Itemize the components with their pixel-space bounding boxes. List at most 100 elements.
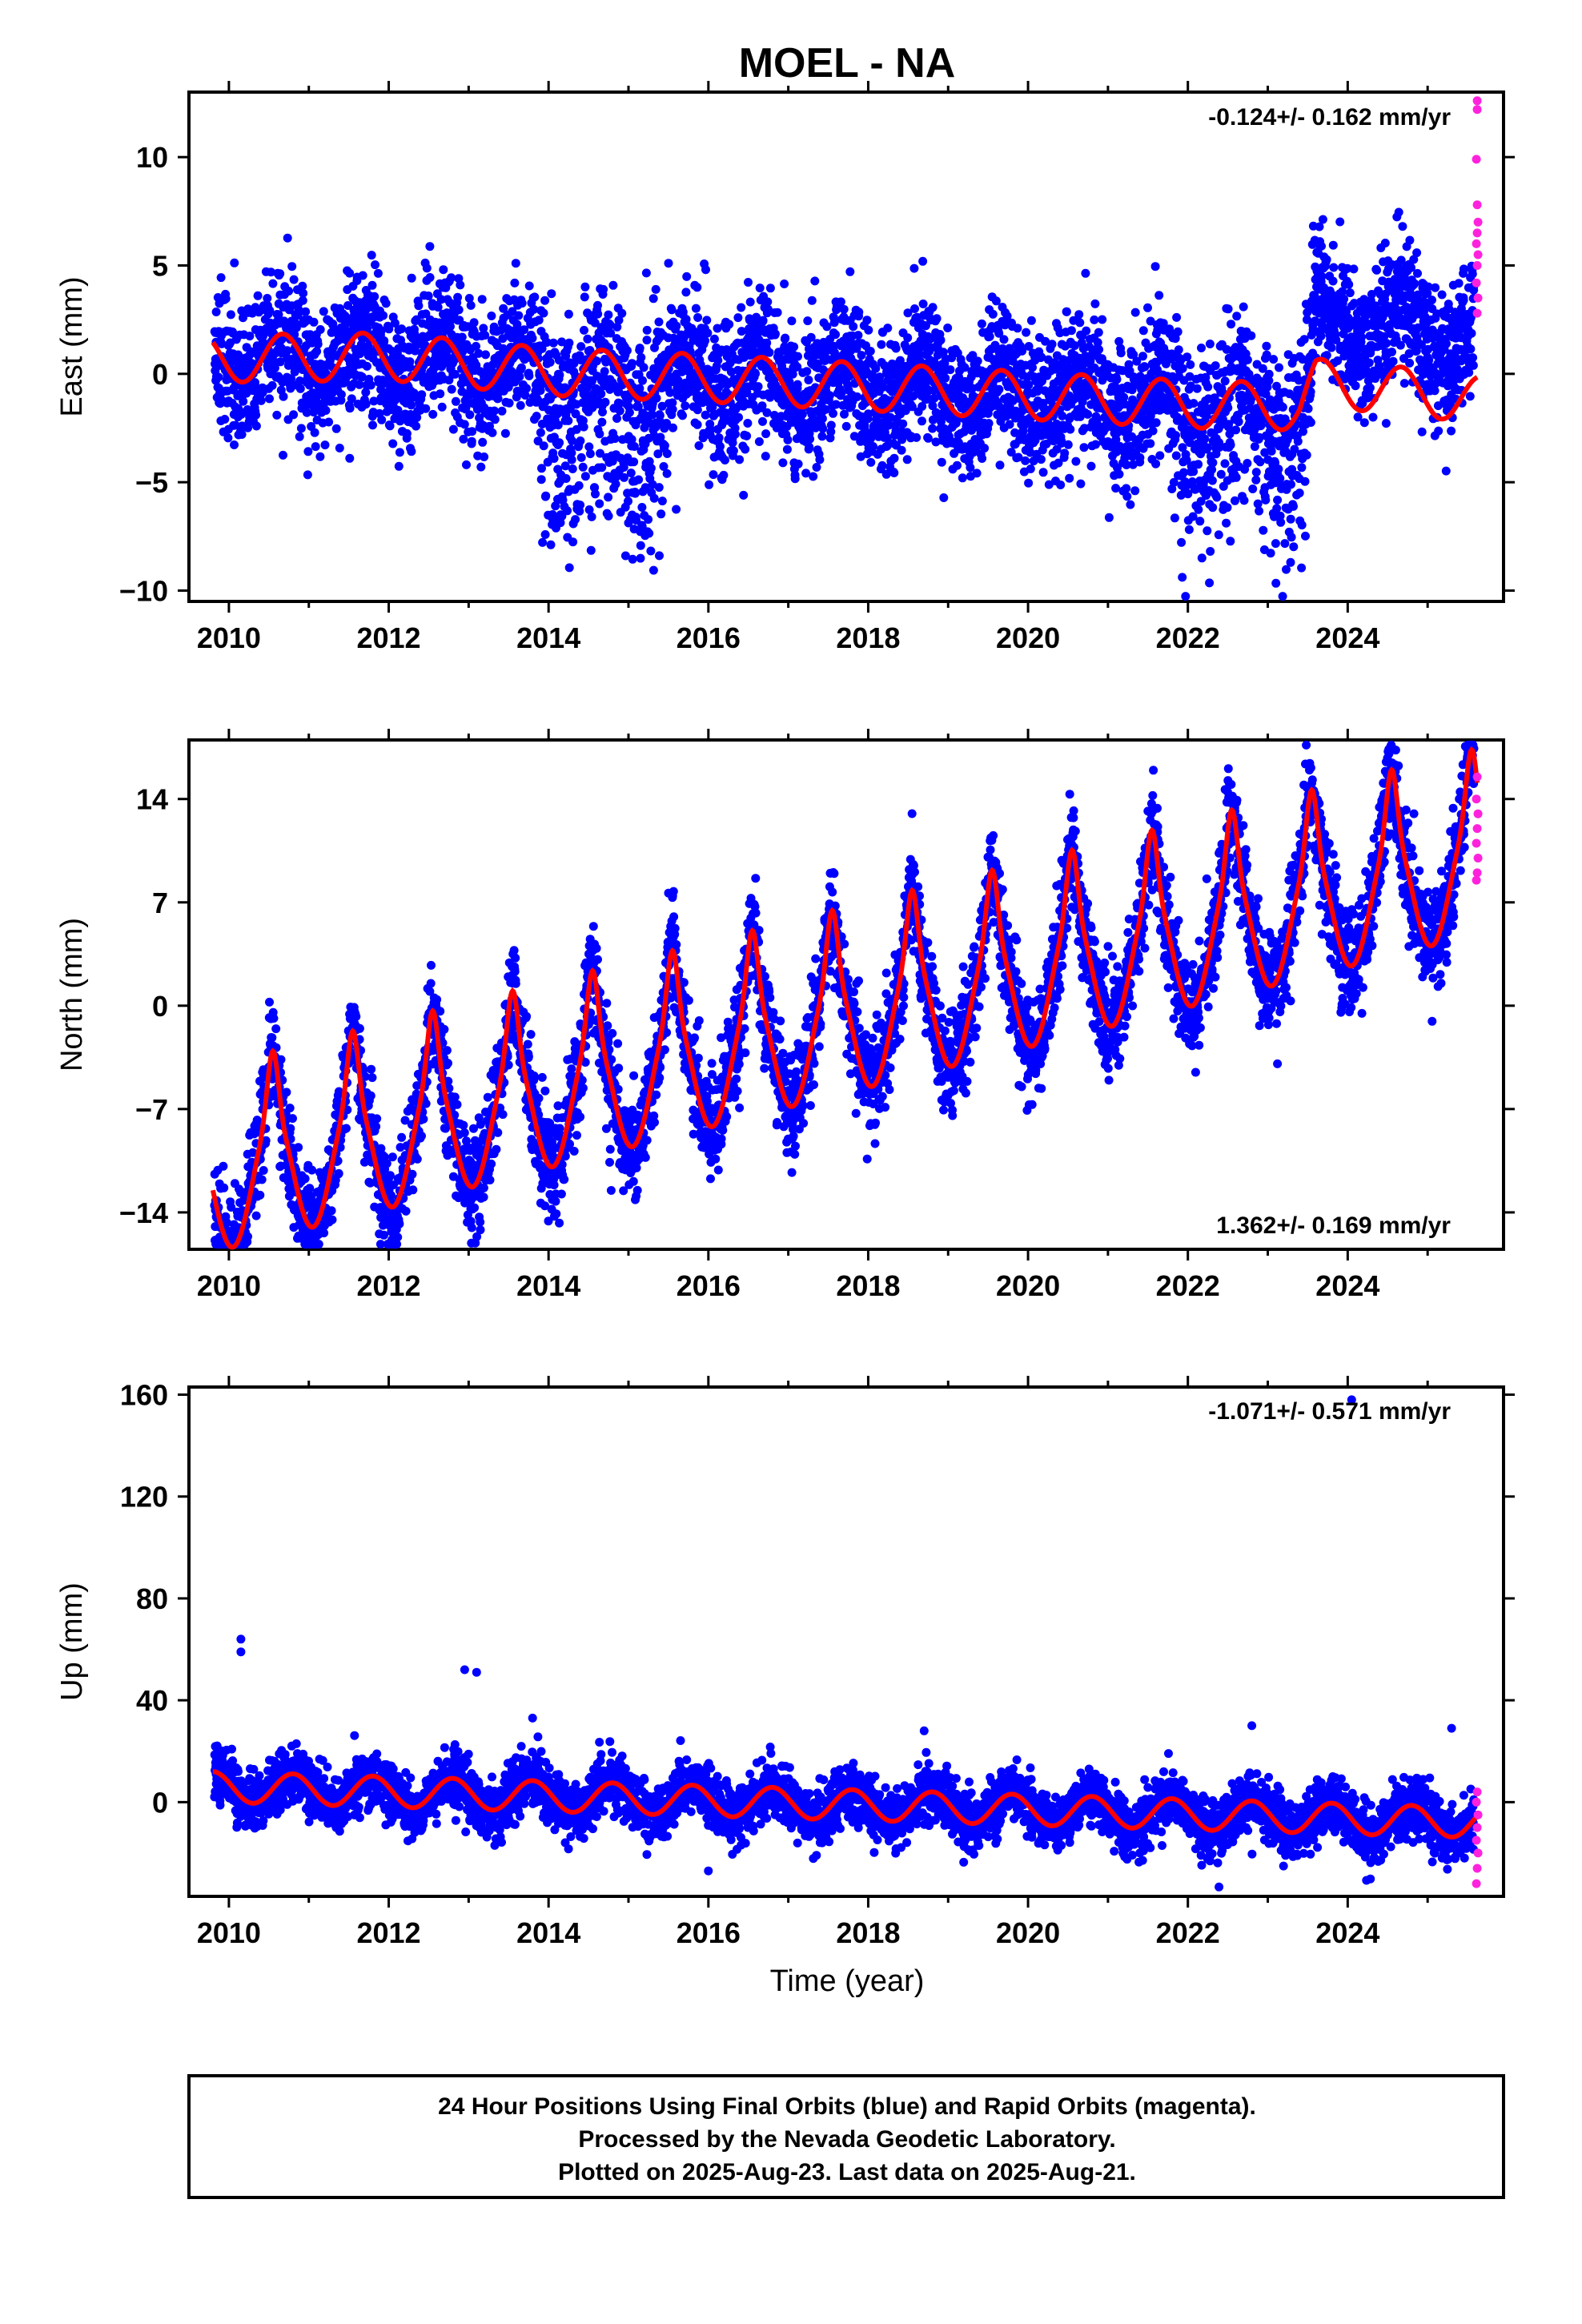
east-final-orbit-point <box>793 459 803 468</box>
east-final-orbit-point <box>649 493 659 503</box>
east-final-orbit-point <box>654 317 664 327</box>
east-final-orbit-point <box>251 421 261 431</box>
east-final-orbit-point <box>516 363 526 372</box>
east-final-orbit-point <box>1075 318 1085 328</box>
east-final-orbit-point <box>377 415 387 424</box>
east-final-orbit-point <box>576 342 586 352</box>
east-final-orbit-point <box>642 336 652 345</box>
east-final-orbit-point <box>367 251 376 260</box>
east-final-orbit-point <box>709 334 719 344</box>
east-final-orbit-point <box>1223 304 1233 314</box>
east-final-orbit-point <box>465 410 475 420</box>
east-final-orbit-point <box>803 316 813 326</box>
east-final-orbit-point <box>652 393 661 403</box>
east-final-orbit-point <box>266 267 275 277</box>
east-final-orbit-point <box>815 455 825 464</box>
east-final-orbit-point <box>1021 456 1030 465</box>
east-final-orbit-point <box>1211 361 1220 371</box>
east-final-orbit-point <box>405 357 415 367</box>
east-final-orbit-point <box>539 308 548 318</box>
east-final-orbit-point <box>636 541 645 550</box>
east-final-orbit-point <box>303 470 312 480</box>
east-final-orbit-point <box>514 311 524 320</box>
east-final-orbit-point <box>984 419 994 428</box>
east-final-orbit-point <box>298 281 307 291</box>
east-final-orbit-point <box>587 512 596 521</box>
east-final-orbit-point <box>555 438 564 448</box>
east-final-orbit-point <box>762 338 772 348</box>
east-final-orbit-point <box>309 317 319 327</box>
east-final-orbit-point <box>1086 461 1096 471</box>
east-final-orbit-point <box>972 468 982 478</box>
east-final-orbit-point <box>1399 379 1409 388</box>
east-final-orbit-point <box>783 435 793 444</box>
east-final-orbit-point <box>1047 340 1057 349</box>
east-final-orbit-point <box>646 464 656 473</box>
east-final-orbit-point <box>407 447 416 456</box>
east-final-orbit-point <box>1398 222 1407 231</box>
east-final-orbit-point <box>651 284 661 294</box>
east-final-orbit-point <box>615 406 624 416</box>
east-final-orbit-point <box>576 452 586 462</box>
east-final-orbit-point <box>417 390 427 400</box>
east-final-orbit-point <box>822 322 832 332</box>
east-final-orbit-point <box>817 432 827 441</box>
east-final-orbit-point <box>1122 484 1131 493</box>
east-final-orbit-point <box>1351 381 1360 391</box>
east-final-orbit-point <box>629 457 639 467</box>
east-final-orbit-point <box>421 404 431 413</box>
east-final-orbit-point <box>1269 355 1279 364</box>
east-final-orbit-point <box>1276 517 1286 527</box>
east-final-orbit-point <box>425 242 435 251</box>
east-final-orbit-point <box>1079 443 1089 452</box>
east-final-orbit-point <box>294 305 303 315</box>
east-final-orbit-point <box>1349 264 1359 274</box>
east-final-orbit-point <box>939 493 949 502</box>
east-final-orbit-point <box>812 463 821 472</box>
east-final-orbit-point <box>637 503 647 512</box>
east-final-orbit-point <box>216 273 226 283</box>
east-final-orbit-point <box>460 420 469 429</box>
east-final-orbit-point <box>1243 355 1252 364</box>
east-final-orbit-point <box>295 384 305 393</box>
east-final-orbit-point <box>713 356 723 365</box>
east-final-orbit-point <box>1234 417 1243 427</box>
east-final-orbit-point <box>1274 464 1283 474</box>
east-final-orbit-point <box>778 458 788 468</box>
east-final-orbit-point <box>889 453 899 463</box>
east-final-orbit-point <box>995 460 1005 470</box>
east-final-orbit-point <box>226 310 235 320</box>
east-final-orbit-point <box>480 331 490 340</box>
east-final-orbit-point <box>909 263 919 273</box>
east-final-orbit-point <box>370 292 379 301</box>
east-final-orbit-point <box>1447 426 1456 436</box>
east-final-orbit-point <box>451 396 460 406</box>
east-final-orbit-point <box>536 428 545 437</box>
east-final-orbit-point <box>910 304 919 313</box>
east-final-orbit-point <box>528 333 537 343</box>
east-final-orbit-point <box>1295 489 1304 498</box>
east-final-orbit-point <box>1359 418 1369 428</box>
east-final-orbit-point <box>662 449 672 458</box>
east-final-orbit-point <box>424 292 433 300</box>
east-final-orbit-point <box>1251 468 1261 477</box>
east-final-orbit-point <box>578 462 588 472</box>
east-final-orbit-point <box>1394 207 1403 217</box>
east-final-orbit-point <box>761 452 770 461</box>
east-final-orbit-point <box>295 432 304 441</box>
east-final-orbit-point <box>298 296 307 305</box>
east-final-orbit-point <box>1122 492 1132 501</box>
east-final-orbit-point <box>1335 217 1345 227</box>
east-final-orbit-point <box>1013 324 1022 333</box>
east-final-orbit-point <box>600 367 609 376</box>
east-final-orbit-point <box>1138 352 1147 361</box>
east-final-orbit-point <box>1114 469 1124 479</box>
east-points <box>210 207 1479 601</box>
east-final-orbit-point <box>488 428 497 437</box>
east-final-orbit-point <box>1178 573 1187 582</box>
east-final-orbit-point <box>761 429 771 439</box>
east-final-orbit-point <box>296 424 306 433</box>
east-final-orbit-point <box>734 412 743 422</box>
east-final-orbit-point <box>864 325 873 335</box>
